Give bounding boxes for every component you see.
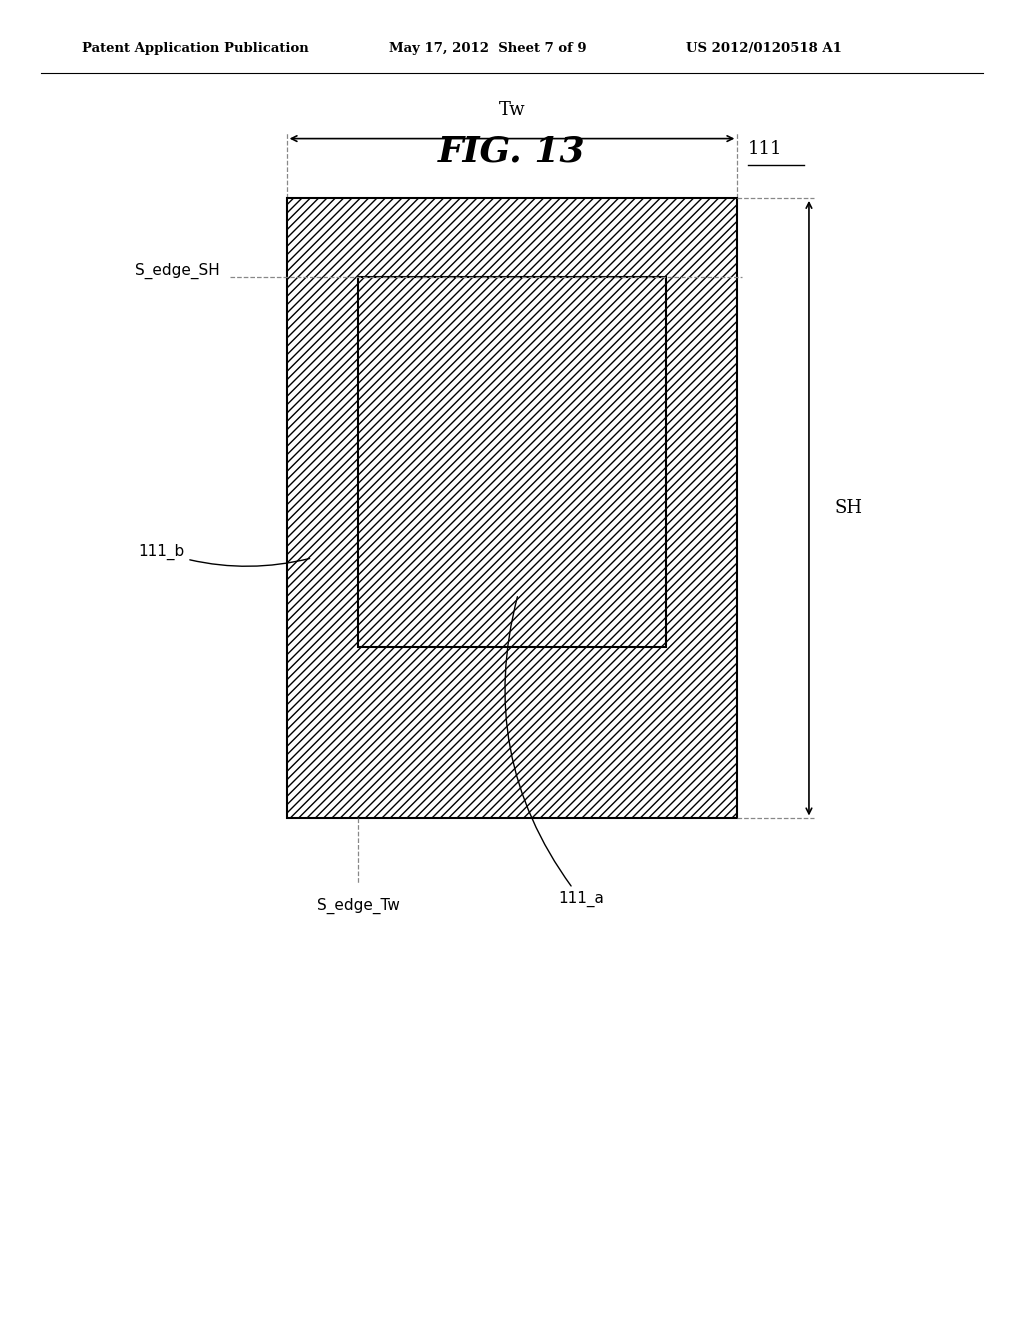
Text: S_edge_Tw: S_edge_Tw [317,898,399,913]
Bar [358,277,666,647]
Text: 111: 111 [748,140,782,158]
Text: US 2012/0120518 A1: US 2012/0120518 A1 [686,42,842,55]
Bar [287,198,737,818]
Text: 111_b: 111_b [138,544,309,566]
Text: SH: SH [835,499,862,517]
Text: S_edge_SH: S_edge_SH [135,263,220,279]
Text: Patent Application Publication: Patent Application Publication [82,42,308,55]
Text: May 17, 2012  Sheet 7 of 9: May 17, 2012 Sheet 7 of 9 [389,42,587,55]
Bar [358,277,666,647]
Text: Tw: Tw [499,100,525,119]
Text: 111_a: 111_a [505,597,604,907]
Text: FIG. 13: FIG. 13 [438,135,586,169]
